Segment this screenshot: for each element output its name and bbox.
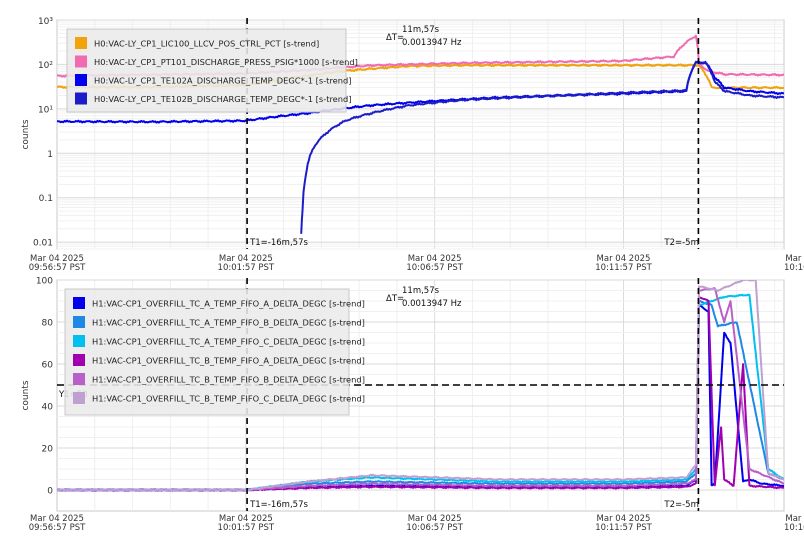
x-tick-sublabel: 10:01:57 PST xyxy=(218,523,275,533)
series-line-4 xyxy=(300,60,784,234)
y-tick-label: 40 xyxy=(42,403,54,413)
x-tick-sublabel: 09:56:57 PST xyxy=(29,523,86,533)
grid-lines xyxy=(57,19,784,250)
x-tick-sublabel: 10:01:57 PST xyxy=(218,263,275,273)
delta-t-frequency: 0.0013947 Hz xyxy=(402,38,462,48)
legend-entry: H0:VAC-LY_CP1_TE102A_DISCHARGE_TEMP_DEGC… xyxy=(94,76,352,86)
series-line-6 xyxy=(57,280,784,492)
series-group xyxy=(57,280,784,492)
t1-cursor-label: T1=-16m,57s xyxy=(249,238,308,248)
legend: H1:VAC-CP1_OVERFILL_TC_A_TEMP_FIFO_A_DEL… xyxy=(64,288,365,416)
legend-entry: H1:VAC-CP1_OVERFILL_TC_A_TEMP_FIFO_C_DEL… xyxy=(92,337,365,347)
legend-swatch xyxy=(73,373,85,385)
y-tick-label: 10³ xyxy=(38,17,53,27)
x-tick-label: Mar 04 2025 xyxy=(785,254,804,264)
legend-entry: H1:VAC-CP1_OVERFILL_TC_A_TEMP_FIFO_B_DEL… xyxy=(92,318,365,328)
y-tick-label: 1 xyxy=(47,150,53,160)
x-tick-label: Mar 04 2025 xyxy=(597,254,651,264)
x-tick-sublabel: 10:06:57 PST xyxy=(406,523,463,533)
y-tick-label: 100 xyxy=(36,277,53,287)
y-tick-label: 0.01 xyxy=(33,239,53,249)
y-tick-label: 60 xyxy=(42,361,54,371)
legend-entry: H0:VAC-LY_CP1_LIC100_LLCV_POS_CTRL_PCT [… xyxy=(94,39,319,49)
t2-cursor-label: T2=-5m xyxy=(663,500,698,510)
y-tick-label: 10² xyxy=(38,61,53,71)
legend-swatch xyxy=(73,335,85,347)
y-tick-label: 10¹ xyxy=(38,105,53,115)
legend-swatch xyxy=(75,74,87,86)
x-tick-label: Mar 04 2025 xyxy=(30,514,84,524)
y-tick-label: 80 xyxy=(42,319,54,329)
legend: H0:VAC-LY_CP1_LIC100_LLCV_POS_CTRL_PCT [… xyxy=(66,28,358,113)
x-tick-label: Mar 04 2025 xyxy=(785,514,804,524)
legend-swatch xyxy=(73,297,85,309)
legend-entry: H1:VAC-CP1_OVERFILL_TC_B_TEMP_FIFO_C_DEL… xyxy=(92,394,365,404)
legend-swatch xyxy=(73,316,85,328)
x-tick-label: Mar 04 2025 xyxy=(30,254,84,264)
legend-entry: H1:VAC-CP1_OVERFILL_TC_B_TEMP_FIFO_A_DEL… xyxy=(92,356,365,366)
x-tick-label: Mar 04 2025 xyxy=(219,514,273,524)
x-tick-label: Mar 04 2025 xyxy=(408,254,462,264)
legend-box xyxy=(66,28,347,113)
x-tick-sublabel: 10:16:57 PST xyxy=(784,263,804,273)
x-tick-label: Mar 04 2025 xyxy=(219,254,273,264)
delta-t-label: ΔT= xyxy=(386,33,404,43)
legend-entry: H0:VAC-LY_CP1_PT101_DISCHARGE_PRESS_PSIG… xyxy=(94,57,358,67)
legend-swatch xyxy=(75,92,87,105)
y-tick-label: 20 xyxy=(42,445,54,455)
delta-t-label: ΔT= xyxy=(386,294,404,304)
y-tick-label: 0 xyxy=(47,487,53,497)
legend-entry: H1:VAC-CP1_OVERFILL_TC_A_TEMP_FIFO_A_DEL… xyxy=(92,299,365,309)
delta-t-time: 11m,57s xyxy=(402,25,440,35)
legend-entry: H0:VAC-LY_CP1_TE102B_DISCHARGE_TEMP_DEGC… xyxy=(94,94,352,104)
x-tick-sublabel: 10:06:57 PST xyxy=(406,263,463,273)
delta-t-time: 11m,57s xyxy=(402,286,440,296)
legend-swatch xyxy=(75,55,87,68)
x-tick-label: Mar 04 2025 xyxy=(408,514,462,524)
x-tick-sublabel: 09:56:57 PST xyxy=(29,263,86,273)
x-tick-sublabel: 10:16:57 PST xyxy=(784,523,804,533)
delta-t-frequency: 0.0013947 Hz xyxy=(402,299,462,309)
y-axis-label: counts xyxy=(21,119,31,149)
x-tick-sublabel: 10:11:57 PST xyxy=(595,263,652,273)
legend-box xyxy=(64,288,350,416)
x-tick-label: Mar 04 2025 xyxy=(597,514,651,524)
legend-swatch xyxy=(75,37,87,49)
t2-cursor-label: T2=-5m xyxy=(663,238,698,248)
legend-swatch xyxy=(73,392,85,404)
legend-swatch xyxy=(73,354,85,366)
x-tick-sublabel: 10:11:57 PST xyxy=(595,523,652,533)
cursor-group: T1=-16m,57s T2=-5m ΔT=11m,57s 0.0013947 Hz xyxy=(246,18,700,249)
t1-cursor-label: T1=-16m,57s xyxy=(249,500,308,510)
legend-entry: H1:VAC-CP1_OVERFILL_TC_B_TEMP_FIFO_B_DEL… xyxy=(92,375,365,385)
y-tick-label: 0.1 xyxy=(39,194,53,204)
y-axis-label: counts xyxy=(21,380,31,410)
